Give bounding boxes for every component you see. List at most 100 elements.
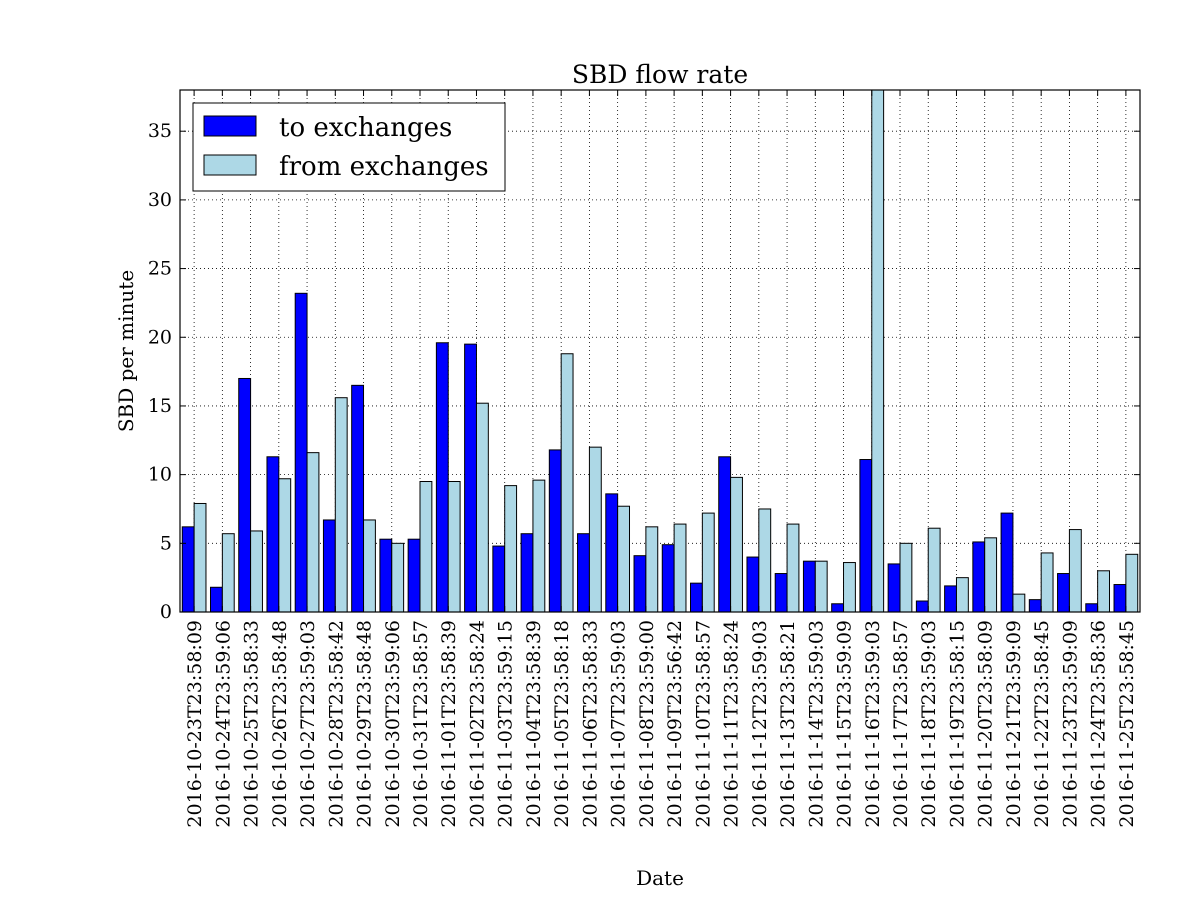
x-tick-label: 2016-10-24T23:59:06 bbox=[212, 620, 234, 828]
bar-to-exchanges bbox=[802, 560, 816, 613]
bar-from-exchanges bbox=[871, 89, 885, 613]
bar-from-exchanges bbox=[645, 526, 659, 613]
bar-from-exchanges bbox=[1125, 553, 1139, 613]
bar-from-exchanges bbox=[504, 485, 518, 613]
bar-to-exchanges bbox=[322, 519, 336, 613]
bar-from-exchanges bbox=[419, 481, 433, 613]
bar-to-exchanges bbox=[520, 533, 534, 613]
x-tick-label: 2016-11-11T23:58:24 bbox=[721, 620, 743, 828]
bar-to-exchanges bbox=[1113, 584, 1127, 613]
bars bbox=[181, 89, 1139, 613]
x-tick-label: 2016-10-23T23:58:09 bbox=[184, 620, 206, 828]
bar-from-exchanges bbox=[617, 505, 631, 613]
legend-swatch-to-exchanges bbox=[203, 115, 257, 137]
ticks: 0 5 10 15 20 25 30 35 2016-10-23T23:58:09 2016-10… bbox=[148, 90, 1140, 828]
x-tick-label: 2016-11-09T23:56:42 bbox=[664, 620, 686, 828]
bar-to-exchanges bbox=[577, 533, 590, 613]
legend-label-to-exchanges: to exchanges bbox=[279, 113, 452, 143]
bar-from-exchanges bbox=[843, 562, 856, 613]
bar-from-exchanges bbox=[447, 481, 461, 613]
bar-from-exchanges bbox=[560, 353, 574, 613]
x-tick-label: 2016-10-25T23:58:33 bbox=[241, 620, 263, 828]
bar-to-exchanges bbox=[1085, 603, 1099, 613]
bar-to-exchanges bbox=[944, 585, 957, 613]
x-axis-label: Date bbox=[636, 866, 684, 890]
bar-to-exchanges bbox=[492, 545, 506, 613]
y-tick-label: 15 bbox=[148, 395, 172, 417]
x-tick-label: 2016-11-19T23:58:15 bbox=[946, 620, 968, 828]
bar-to-exchanges bbox=[972, 541, 986, 613]
bar-to-exchanges bbox=[1057, 573, 1070, 613]
bar-to-exchanges bbox=[266, 456, 280, 613]
x-tick-label: 2016-11-03T23:59:15 bbox=[495, 620, 517, 828]
bar-from-exchanges bbox=[334, 397, 348, 613]
x-tick-label: 2016-10-30T23:59:06 bbox=[382, 620, 404, 828]
bar-to-exchanges bbox=[831, 603, 845, 613]
bar-to-exchanges bbox=[859, 459, 873, 613]
x-tick-label: 2016-10-26T23:58:48 bbox=[269, 620, 291, 828]
x-tick-label: 2016-11-21T23:59:09 bbox=[1003, 620, 1025, 828]
x-tick-label: 2016-11-05T23:58:18 bbox=[551, 620, 573, 828]
y-axis-label: SBD per minute bbox=[114, 270, 138, 432]
bar-to-exchanges bbox=[464, 343, 477, 613]
x-tick-label: 2016-11-15T23:59:09 bbox=[834, 620, 856, 828]
x-tick-label: 2016-11-01T23:58:39 bbox=[438, 620, 460, 828]
bar-to-exchanges bbox=[774, 573, 788, 613]
bar-from-exchanges bbox=[363, 519, 376, 613]
y-tick-label: 20 bbox=[148, 326, 172, 348]
x-tick-label: 2016-11-07T23:59:03 bbox=[608, 620, 630, 828]
bar-from-exchanges bbox=[221, 533, 235, 613]
bar-to-exchanges bbox=[435, 342, 449, 613]
bar-to-exchanges bbox=[887, 563, 901, 613]
bar-to-exchanges bbox=[209, 586, 223, 613]
bar-from-exchanges bbox=[899, 542, 913, 613]
x-tick-label: 2016-11-08T23:59:00 bbox=[636, 620, 658, 828]
bar-to-exchanges bbox=[407, 538, 421, 613]
x-tick-label: 2016-10-27T23:59:03 bbox=[297, 620, 319, 828]
legend: to exchanges from exchanges bbox=[192, 102, 506, 192]
bar-to-exchanges bbox=[915, 600, 929, 613]
y-tick-label: 5 bbox=[160, 532, 172, 554]
bar-to-exchanges bbox=[746, 556, 760, 613]
bar-from-exchanges bbox=[306, 452, 320, 613]
bar-from-exchanges bbox=[730, 476, 743, 613]
x-tick-label: 2016-10-28T23:58:42 bbox=[325, 620, 347, 828]
bar-to-exchanges bbox=[661, 544, 675, 613]
bar-from-exchanges bbox=[758, 508, 772, 613]
bar-to-exchanges bbox=[1028, 599, 1042, 613]
bar-from-exchanges bbox=[1097, 570, 1111, 613]
x-tick-label: 2016-11-25T23:58:45 bbox=[1116, 620, 1138, 828]
bar-to-exchanges bbox=[238, 377, 252, 613]
x-tick-label: 2016-11-13T23:58:21 bbox=[777, 620, 799, 828]
x-tick-label: 2016-11-18T23:59:03 bbox=[918, 620, 940, 828]
x-tick-label: 2016-11-02T23:58:24 bbox=[466, 620, 488, 828]
bar-from-exchanges bbox=[701, 512, 715, 613]
bar-from-exchanges bbox=[1040, 552, 1054, 613]
y-tick-label: 30 bbox=[148, 189, 172, 211]
bar-to-exchanges bbox=[605, 493, 619, 613]
bar-from-exchanges bbox=[250, 530, 263, 613]
bar-from-exchanges bbox=[1068, 529, 1082, 613]
bar-from-exchanges bbox=[475, 402, 489, 613]
x-tick-label: 2016-11-22T23:58:45 bbox=[1031, 620, 1053, 828]
x-tick-label: 2016-11-12T23:59:03 bbox=[749, 620, 771, 828]
bar-to-exchanges bbox=[294, 292, 308, 613]
bar-from-exchanges bbox=[193, 502, 207, 613]
y-tick-label: 10 bbox=[148, 464, 172, 486]
y-tick-label: 0 bbox=[160, 601, 172, 623]
bar-from-exchanges bbox=[391, 542, 405, 613]
legend-swatch-from-exchanges bbox=[203, 154, 257, 176]
bar-to-exchanges bbox=[1000, 512, 1014, 613]
bar-from-exchanges bbox=[588, 446, 602, 613]
chart-title: SBD flow rate bbox=[572, 60, 748, 89]
x-tick-label: 2016-10-31T23:58:57 bbox=[410, 620, 432, 828]
bar-from-exchanges bbox=[673, 523, 687, 613]
bar-from-exchanges bbox=[927, 527, 941, 613]
bar-to-exchanges bbox=[379, 538, 393, 613]
x-tick-label: 2016-11-14T23:59:03 bbox=[805, 620, 827, 828]
bar-from-exchanges bbox=[984, 537, 998, 613]
bar-to-exchanges bbox=[633, 555, 647, 613]
x-tick-label: 2016-11-06T23:58:33 bbox=[579, 620, 601, 828]
y-tick-label: 25 bbox=[148, 258, 172, 280]
